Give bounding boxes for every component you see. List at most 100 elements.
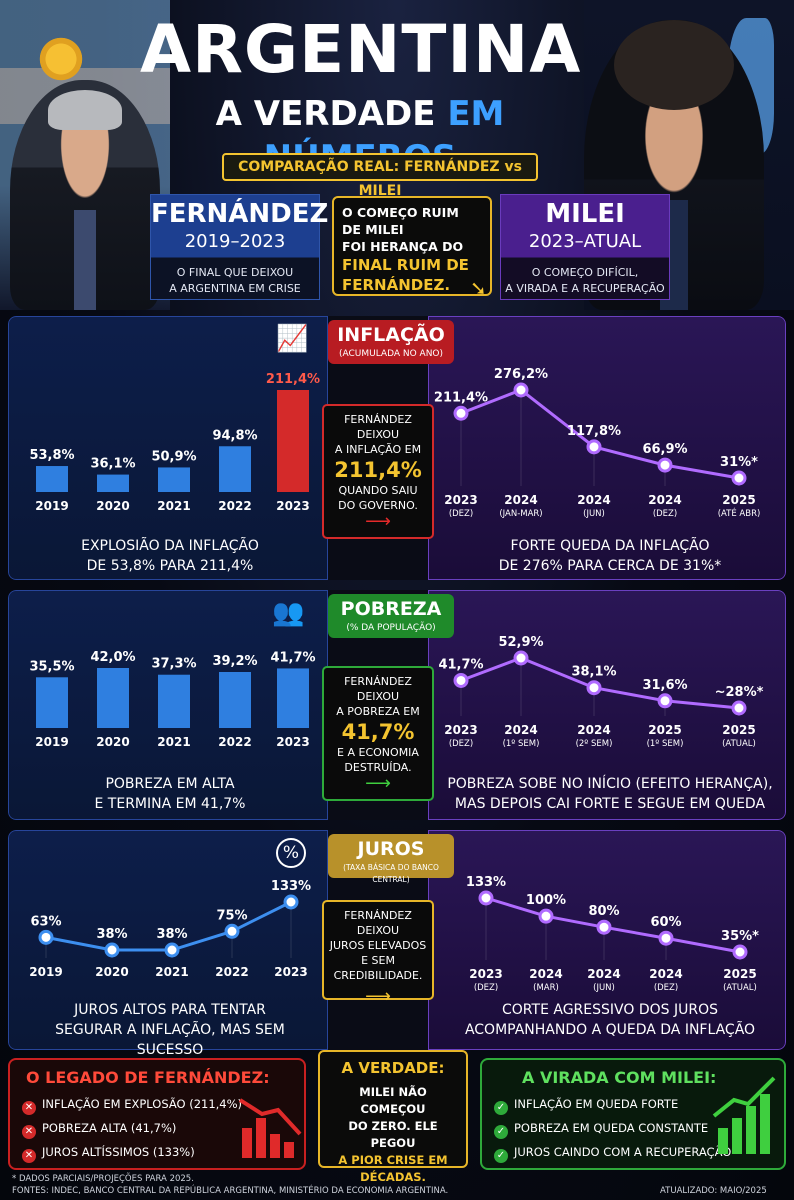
green-arrow-icon: ⟶	[365, 773, 391, 794]
legacy-item: ✕ POBREZA ALTA (41,7%)	[22, 1120, 176, 1139]
data-point	[478, 890, 494, 906]
bar-value-label: 42,0%	[90, 650, 135, 665]
bar-value-label: 53,8%	[29, 448, 74, 463]
point-value-label: 52,9%	[498, 635, 543, 650]
point-value-label: 31%*	[720, 455, 758, 470]
data-point	[164, 942, 180, 958]
bar	[219, 446, 251, 492]
point-value-label: 38,1%	[571, 665, 616, 680]
x-icon: ✕	[22, 1125, 36, 1139]
bar	[277, 390, 309, 492]
legacy-box: O LEGADO DE FERNÁNDEZ: ✕ INFLAÇÃO EM EXPL…	[8, 1058, 306, 1170]
x-tick-sublabel: (1º SEM)	[647, 739, 684, 749]
x-tick-label: 2024	[529, 967, 562, 981]
bar-value-label: 36,1%	[90, 457, 135, 472]
x-tick-label: 2022	[218, 499, 251, 513]
bar	[277, 668, 309, 728]
red-arrow-icon: ⟶	[365, 511, 391, 532]
bar	[219, 672, 251, 728]
data-point	[513, 382, 529, 398]
inflation-callout: FERNÁNDEZ DEIXOU A INFLAÇÃO EM 211,4% QUA…	[322, 404, 434, 539]
turn-title: A VIRADA COM MILEI:	[522, 1068, 717, 1087]
milei-name: MILEI	[545, 199, 625, 229]
point-value-label: 133%	[271, 879, 311, 894]
growth-chart-icon	[712, 1076, 776, 1154]
point-value-label: 35%*	[721, 929, 759, 944]
fernandez-years: 2019–2023	[184, 231, 286, 252]
point-value-label: 276,2%	[494, 367, 548, 382]
x-tick-label: 2021	[155, 965, 188, 979]
x-tick-label: 2020	[96, 735, 129, 749]
bar-value-label: 37,3%	[151, 657, 196, 672]
rates-left-caption: JUROS ALTOS PARA TENTAR SEGURAR A INFLAÇÃ…	[55, 1002, 285, 1058]
x-tick-label: 2024	[504, 493, 537, 507]
updated-date: ATUALIZADO: MAIO/2025	[660, 1186, 767, 1196]
poverty-left-caption: POBREZA EM ALTA E TERMINA EM 41,7%	[94, 776, 246, 812]
point-value-label: ~28%*	[715, 685, 764, 700]
x-tick-sublabel: (ATUAL)	[723, 983, 757, 993]
data-point	[658, 930, 674, 946]
bar	[158, 674, 190, 728]
truth-title: A VERDADE:	[341, 1059, 445, 1077]
x-tick-label: 2023	[276, 499, 309, 513]
x-tick-label: 2021	[157, 735, 190, 749]
poverty-badge: POBREZA (% DA POPULAÇÃO)	[328, 594, 454, 638]
rates-badge: JUROS (TAXA BÁSICA DO BANCO CENTRAL)	[328, 834, 454, 884]
x-tick-label: 2024	[504, 723, 537, 737]
data-point	[453, 405, 469, 421]
x-tick-label: 2024	[577, 723, 610, 737]
fernandez-box: FERNÁNDEZ 2019–2023 O FINAL QUE DEIXOU A …	[150, 194, 328, 300]
rates-right-caption: CORTE AGRESSIVO DOS JUROS ACOMPANHANDO A …	[464, 1002, 756, 1038]
x-tick-label: 2025	[723, 967, 756, 981]
rates-callout: FERNÁNDEZ DEIXOU JUROS ELEVADOS E SEM CRED…	[322, 900, 434, 1007]
x-icon: ✕	[22, 1101, 36, 1115]
data-point	[538, 908, 554, 924]
legacy-item: ✕ JUROS ALTÍSSIMOS (133%)	[22, 1144, 195, 1163]
bar-value-label: 211,4%	[266, 372, 320, 387]
fernandez-portrait	[10, 80, 160, 310]
data-point	[586, 439, 602, 455]
x-tick-label: 2024	[587, 967, 620, 981]
point-value-label: 66,9%	[642, 442, 687, 457]
point-value-label: 38%	[156, 927, 187, 942]
x-tick-label: 2022	[218, 735, 251, 749]
bar-value-label: 41,7%	[270, 650, 315, 665]
bar	[36, 466, 68, 492]
x-tick-label: 2023	[444, 493, 477, 507]
x-tick-label: 2022	[215, 965, 248, 979]
sun-of-may-icon	[34, 32, 88, 86]
x-tick-sublabel: (DEZ)	[449, 739, 473, 749]
poverty-right-caption: POBREZA SOBE NO INÍCIO (EFEITO HERANÇA),…	[447, 776, 773, 812]
check-icon: ✓	[494, 1125, 508, 1139]
falling-chart-icon	[238, 1098, 302, 1158]
data-point	[586, 680, 602, 696]
x-tick-label: 2019	[35, 735, 68, 749]
truth-box: A VERDADE: MILEI NÃO COMEÇOU DO ZERO. ELE…	[318, 1050, 468, 1184]
turn-item: ✓ JUROS CAINDO COM A RECUPERAÇÃO	[494, 1144, 731, 1163]
legacy-item: ✕ INFLAÇÃO EM EXPLOSÃO (211,4%)	[22, 1096, 242, 1115]
data-point	[283, 894, 299, 910]
point-value-label: 117,8%	[567, 424, 621, 439]
bar	[158, 467, 190, 492]
x-tick-sublabel: (JAN-MAR)	[499, 509, 542, 519]
point-value-label: 38%	[96, 927, 127, 942]
point-value-label: 100%	[526, 893, 566, 908]
inflation-left-caption: EXPLOSIÃO DA INFLAÇÃO DE 53,8% PARA 211,4…	[81, 538, 259, 574]
poverty-callout: FERNÁNDEZ DEIXOU A POBREZA EM 41,7% E A E…	[322, 666, 434, 801]
x-tick-sublabel: (DEZ)	[474, 983, 498, 993]
point-value-label: 75%	[216, 908, 247, 923]
x-tick-label: 2020	[95, 965, 128, 979]
x-tick-sublabel: (DEZ)	[449, 509, 473, 519]
milei-desc: O COMEÇO DIFÍCIL, A VIRADA E A RECUPERAÇÃ…	[505, 266, 665, 295]
data-point	[731, 700, 747, 716]
x-tick-label: 2024	[649, 967, 682, 981]
data-point	[224, 923, 240, 939]
bar	[36, 677, 68, 728]
turn-item: ✓ INFLAÇÃO EM QUEDA FORTE	[494, 1096, 678, 1115]
bar	[97, 668, 129, 728]
x-tick-label: 2025	[648, 723, 681, 737]
bar	[97, 474, 129, 492]
